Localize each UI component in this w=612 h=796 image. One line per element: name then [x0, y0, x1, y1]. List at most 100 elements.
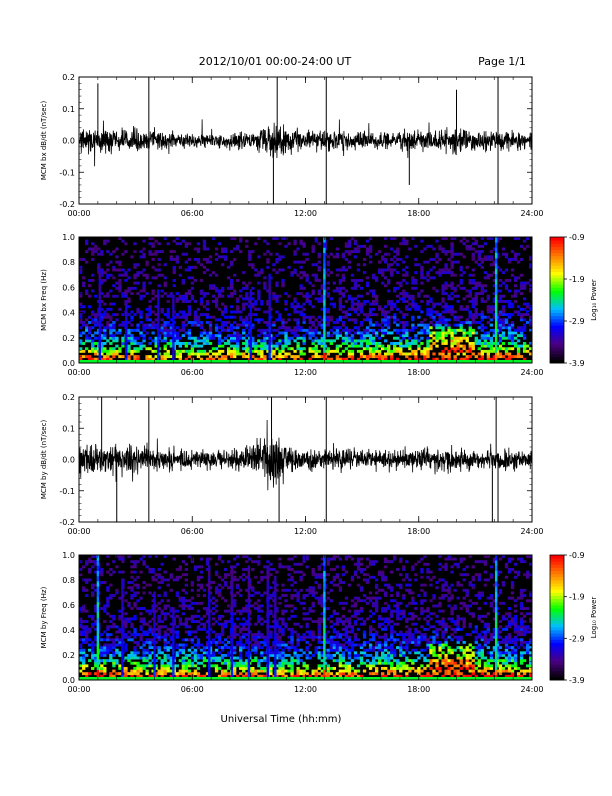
spectro-cell — [342, 329, 345, 332]
spectro-cell — [306, 631, 309, 634]
spectro-cell — [130, 607, 133, 610]
spectro-cell — [438, 332, 441, 335]
spectro-cell — [299, 602, 302, 605]
spectro-cell — [278, 350, 281, 353]
spectro-cell — [112, 276, 115, 279]
spectro-cell — [203, 337, 206, 340]
spectro-cell — [221, 295, 224, 298]
spectro-cell — [366, 345, 369, 348]
spectro-cell — [182, 334, 185, 337]
spectro-cell — [481, 353, 484, 356]
event-band-4 — [172, 342, 174, 348]
spectro-cell — [333, 326, 336, 329]
spectro-cell — [118, 664, 121, 667]
spectro-cell — [136, 591, 139, 594]
colorbar-swatch — [550, 332, 564, 336]
spectro-cell — [145, 274, 148, 277]
spectro-cell — [478, 284, 481, 287]
spectro-cell — [91, 615, 94, 618]
spectro-cell — [336, 636, 339, 639]
spectro-cell — [260, 667, 263, 670]
spectro-cell — [481, 290, 484, 293]
spectro-cell — [299, 284, 302, 287]
spectro-cell — [263, 355, 266, 358]
spectro-cell — [336, 644, 339, 647]
spectro-cell — [318, 586, 321, 589]
spectro-cell — [435, 261, 438, 264]
spectro-cell — [112, 269, 115, 272]
spectro-cell — [441, 353, 444, 356]
spectro-cell — [82, 625, 85, 628]
spectro-cell — [173, 284, 176, 287]
spectro-cell — [179, 297, 182, 300]
spectro-cell — [384, 321, 387, 324]
spectro-cell — [260, 651, 263, 654]
spectro-cell — [523, 334, 526, 337]
spectro-cell — [224, 654, 227, 657]
spectro-cell — [438, 303, 441, 306]
spectro-cell — [399, 334, 402, 337]
spectro-cell — [100, 638, 103, 641]
spectro-cell — [182, 649, 185, 652]
spectro-cell — [239, 316, 242, 319]
spectro-cell — [91, 350, 94, 353]
spectro-cell — [281, 350, 284, 353]
spectro-cell — [188, 242, 191, 245]
spectro-cell — [194, 311, 197, 314]
spectro-cell — [444, 266, 447, 269]
spectro-cell — [127, 345, 130, 348]
spectro-cell — [106, 563, 109, 566]
spectro-cell — [88, 279, 91, 282]
spectro-cell — [167, 641, 170, 644]
spectro-cell — [257, 604, 260, 607]
spectro-cell — [182, 316, 185, 319]
spectro-cell — [309, 326, 312, 329]
spectro-cell — [245, 321, 248, 324]
spectro-cell — [85, 620, 88, 623]
y-tick-label: 0.6 — [62, 283, 75, 292]
spectro-cell — [269, 586, 272, 589]
spectro-cell — [396, 253, 399, 256]
spectro-cell — [372, 355, 375, 358]
spectro-cell — [173, 271, 176, 274]
spectro-cell — [136, 651, 139, 654]
spectro-cell — [133, 565, 136, 568]
spectro-cell — [302, 342, 305, 345]
spectro-cell — [293, 615, 296, 618]
spectro-cell — [227, 620, 230, 623]
event-band-3 — [157, 342, 159, 348]
spectro-cell — [478, 250, 481, 253]
spectro-cell — [284, 342, 287, 345]
spectro-cell — [200, 654, 203, 657]
spectro-cell — [453, 342, 456, 345]
spectro-cell — [200, 586, 203, 589]
spectro-cell — [399, 258, 402, 261]
spectro-cell — [508, 300, 511, 303]
spectro-cell — [336, 649, 339, 652]
spectro-cell — [212, 623, 215, 626]
spectro-cell — [490, 274, 493, 277]
spectro-cell — [511, 332, 514, 335]
spectro-cell — [112, 295, 115, 298]
spectro-cell — [327, 618, 330, 621]
spectro-cell — [155, 269, 158, 272]
spectro-cell — [402, 324, 405, 327]
spectro-cell — [438, 258, 441, 261]
spectro-cell — [139, 571, 142, 574]
spectro-cell — [333, 644, 336, 647]
spectro-cell — [312, 290, 315, 293]
spectro-cell — [333, 631, 336, 634]
spectro-cell — [179, 345, 182, 348]
spectro-cell — [230, 329, 233, 332]
spectro-cell — [399, 339, 402, 342]
spectro-cell — [236, 308, 239, 311]
spectro-cell — [290, 347, 293, 350]
spectro-cell — [420, 269, 423, 272]
spectro-cell — [441, 292, 444, 295]
spectro-cell — [336, 269, 339, 272]
spectro-cell — [233, 347, 236, 350]
spectro-cell — [520, 345, 523, 348]
spectro-cell — [278, 318, 281, 321]
spectro-cell — [182, 350, 185, 353]
spectro-cell — [499, 355, 502, 358]
